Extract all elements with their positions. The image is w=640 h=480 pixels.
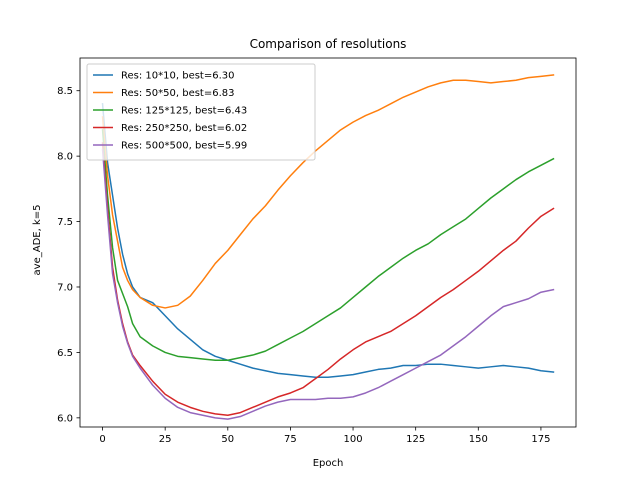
y-tick-label: 6.5	[57, 348, 73, 359]
y-tick-label: 7.5	[57, 217, 73, 228]
legend-label-3: Res: 125*125, best=6.43	[121, 106, 247, 117]
y-tick-label: 7.0	[57, 282, 73, 293]
series-line-4	[101, 142, 555, 416]
legend-label-1: Res: 10*10, best=6.30	[121, 71, 235, 82]
y-tick-label: 6.0	[57, 413, 73, 424]
series-line-2	[101, 74, 555, 309]
x-tick-label: 125	[406, 434, 425, 445]
legend-label-2: Res: 50*50, best=6.83	[121, 88, 235, 99]
series-layer	[101, 74, 555, 420]
y-tick-label: 8.5	[57, 86, 73, 97]
x-tick-label: 25	[159, 434, 172, 445]
axes-layer: 0 25 50 75 100 125 150 175 6.0 6.5 7.0 7.5 8.0 8.5	[57, 57, 577, 445]
legend-label-5: Res: 500*500, best=5.99	[121, 141, 247, 152]
x-tick-label: 175	[531, 434, 550, 445]
x-tick-label: 50	[221, 434, 234, 445]
legend-label-4: Res: 250*250, best=6.02	[121, 123, 247, 134]
series-line-5	[101, 148, 555, 420]
plot-frame	[79, 57, 577, 428]
x-tick-label: 75	[284, 434, 297, 445]
x-tick-label: 0	[99, 434, 105, 445]
y-tick-label: 8.0	[57, 152, 73, 163]
y-axis-label: ave_ADE, k=5	[32, 205, 43, 276]
series-line-3	[101, 129, 555, 362]
x-axis-label: Epoch	[313, 458, 344, 469]
chart-title: Comparison of resolutions	[250, 37, 407, 51]
legend: Res: 10*10, best=6.30 Res: 50*50, best=6.…	[86, 63, 316, 161]
x-tick-label: 150	[469, 434, 488, 445]
x-tick-label: 100	[344, 434, 363, 445]
legend-box	[86, 63, 316, 161]
